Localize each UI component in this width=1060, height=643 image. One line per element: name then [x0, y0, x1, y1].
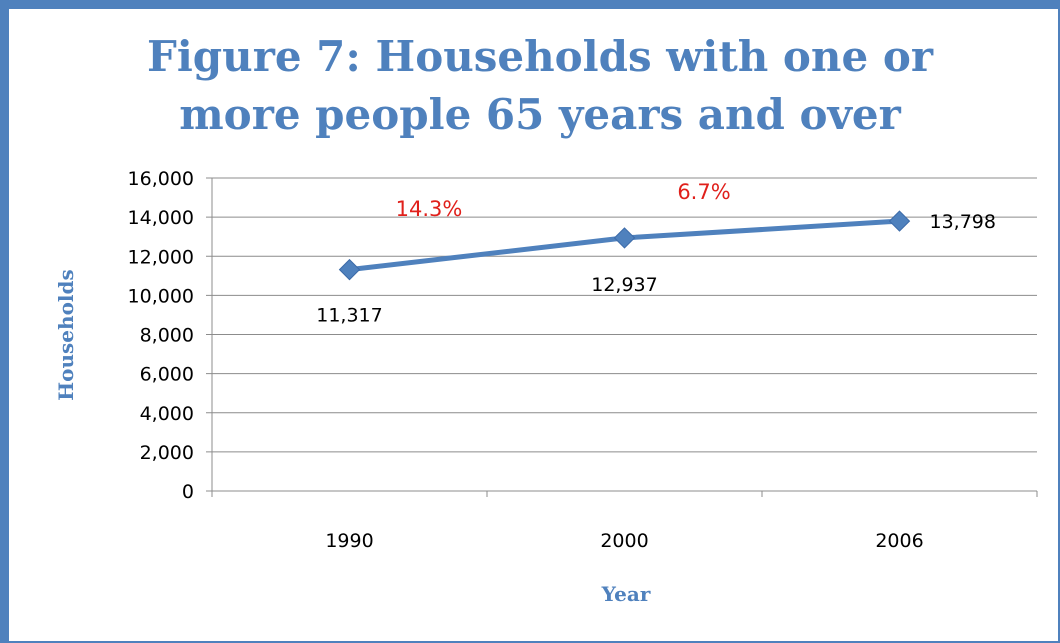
data-point-marker	[613, 227, 636, 249]
growth-annotations: 14.3% 6.7%	[396, 180, 731, 221]
chart-title-line-2: more people 65 years and over	[179, 90, 901, 139]
chart-title-line-1: Figure 7: Households with one or	[147, 32, 933, 81]
y-tick-label: 12,000	[128, 246, 194, 268]
gridlines	[212, 177, 1037, 453]
y-tick-label: 2,000	[140, 442, 194, 464]
data-value-label: 11,317	[316, 305, 382, 327]
data-point-marker	[338, 258, 361, 281]
x-tick-label: 1990	[325, 530, 373, 552]
y-tick-label: 14,000	[128, 207, 194, 229]
data-markers	[338, 210, 911, 281]
x-tick-label: 2000	[600, 530, 648, 552]
axes	[206, 177, 1038, 497]
data-value-label: 12,937	[591, 274, 657, 296]
data-point-marker	[888, 210, 911, 232]
y-axis-title: Households	[54, 269, 78, 400]
y-tick-label: 0	[182, 481, 194, 503]
data-value-label: 13,798	[930, 211, 996, 233]
data-labels: 11,317 12,937 13,798	[316, 211, 996, 327]
y-tick-label: 6,000	[140, 364, 194, 386]
y-tick-label: 10,000	[128, 285, 194, 307]
x-tick-labels: 1990 2000 2006	[325, 530, 923, 552]
chart-title: Figure 7: Households with one or more pe…	[100, 28, 980, 144]
y-tick-label: 8,000	[140, 325, 194, 347]
y-tick-label: 4,000	[140, 403, 194, 425]
x-axis-title: Year	[601, 582, 651, 606]
y-tick-label: 16,000	[128, 168, 194, 190]
growth-annotation: 6.7%	[677, 180, 730, 204]
growth-annotation: 14.3%	[396, 197, 463, 221]
y-tick-labels: 0 2,000 4,000 6,000 8,000 10,000 12,000 14,000 1…	[128, 168, 194, 503]
x-tick-label: 2006	[875, 530, 923, 552]
